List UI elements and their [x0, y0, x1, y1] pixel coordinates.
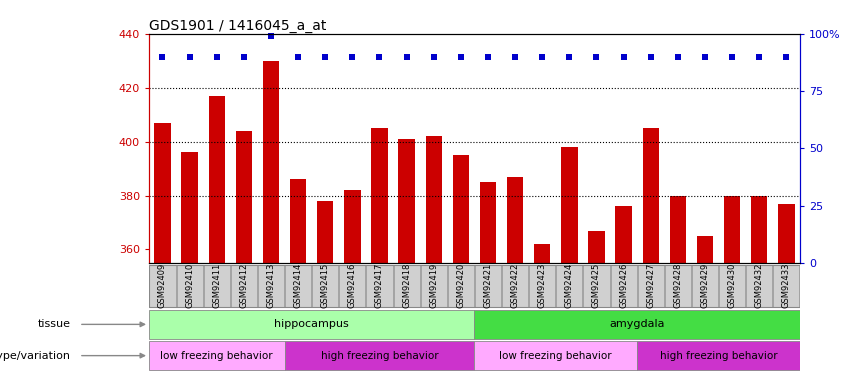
Text: GSM92424: GSM92424: [565, 262, 574, 308]
Bar: [778, 204, 795, 263]
Text: GSM92421: GSM92421: [483, 262, 493, 308]
Bar: [208, 96, 225, 263]
Text: GSM92412: GSM92412: [239, 262, 248, 308]
Text: GSM92423: GSM92423: [538, 262, 546, 308]
Bar: [150, 265, 175, 307]
Text: amygdala: amygdala: [609, 320, 665, 329]
Text: low freezing behavior: low freezing behavior: [500, 351, 612, 361]
Bar: [534, 244, 551, 263]
Text: GSM92425: GSM92425: [592, 262, 601, 308]
Bar: [615, 206, 631, 263]
Text: GSM92426: GSM92426: [620, 262, 628, 308]
Bar: [154, 123, 170, 263]
Bar: [453, 155, 469, 263]
Bar: [507, 177, 523, 263]
Text: GSM92411: GSM92411: [212, 262, 221, 308]
Bar: [561, 147, 578, 263]
Bar: [643, 128, 659, 263]
Bar: [584, 265, 609, 307]
Text: high freezing behavior: high freezing behavior: [321, 351, 438, 361]
Text: GSM92414: GSM92414: [294, 262, 303, 308]
Text: GSM92416: GSM92416: [348, 262, 357, 308]
Bar: [284, 341, 475, 370]
Bar: [312, 265, 338, 307]
Bar: [290, 179, 306, 263]
Text: GDS1901 / 1416045_a_at: GDS1901 / 1416045_a_at: [149, 19, 326, 33]
Bar: [502, 265, 528, 307]
Text: GSM92429: GSM92429: [700, 262, 710, 308]
Bar: [149, 310, 475, 339]
Bar: [181, 152, 197, 263]
Text: GSM92415: GSM92415: [321, 262, 329, 308]
Bar: [177, 265, 203, 307]
Bar: [258, 265, 284, 307]
Text: GSM92419: GSM92419: [429, 262, 438, 308]
Bar: [420, 265, 447, 307]
Bar: [285, 265, 311, 307]
Bar: [637, 341, 800, 370]
Bar: [751, 195, 768, 263]
Text: GSM92413: GSM92413: [266, 262, 276, 308]
Bar: [317, 201, 334, 263]
Bar: [665, 265, 691, 307]
Text: GSM92432: GSM92432: [755, 262, 763, 308]
Bar: [367, 265, 392, 307]
Text: GSM92410: GSM92410: [186, 262, 194, 308]
Bar: [394, 265, 420, 307]
Text: genotype/variation: genotype/variation: [0, 351, 71, 361]
Bar: [719, 265, 745, 307]
Text: GSM92428: GSM92428: [673, 262, 683, 308]
Text: GSM92433: GSM92433: [782, 262, 791, 308]
Bar: [697, 236, 713, 263]
Bar: [692, 265, 718, 307]
Text: high freezing behavior: high freezing behavior: [660, 351, 777, 361]
Bar: [344, 190, 361, 263]
Bar: [557, 265, 582, 307]
Bar: [203, 265, 230, 307]
Bar: [371, 128, 387, 263]
Text: low freezing behavior: low freezing behavior: [161, 351, 273, 361]
Bar: [480, 182, 496, 263]
Bar: [475, 310, 800, 339]
Bar: [724, 195, 740, 263]
Text: GSM92418: GSM92418: [403, 262, 411, 308]
Bar: [475, 341, 637, 370]
Bar: [426, 136, 442, 263]
Text: tissue: tissue: [37, 320, 71, 329]
Text: GSM92417: GSM92417: [375, 262, 384, 308]
Bar: [529, 265, 555, 307]
Bar: [398, 139, 414, 263]
Text: GSM92427: GSM92427: [646, 262, 655, 308]
Bar: [340, 265, 365, 307]
Bar: [637, 265, 664, 307]
Bar: [746, 265, 772, 307]
Text: GSM92420: GSM92420: [456, 262, 465, 308]
Bar: [149, 341, 284, 370]
Text: hippocampus: hippocampus: [274, 320, 349, 329]
Bar: [231, 265, 257, 307]
Bar: [236, 131, 252, 263]
Bar: [670, 195, 686, 263]
Bar: [475, 265, 501, 307]
Text: GSM92430: GSM92430: [728, 262, 737, 308]
Text: GSM92422: GSM92422: [511, 262, 520, 308]
Text: GSM92409: GSM92409: [158, 262, 167, 308]
Bar: [774, 265, 799, 307]
Bar: [448, 265, 474, 307]
Bar: [588, 231, 604, 263]
Bar: [263, 61, 279, 263]
Bar: [611, 265, 637, 307]
